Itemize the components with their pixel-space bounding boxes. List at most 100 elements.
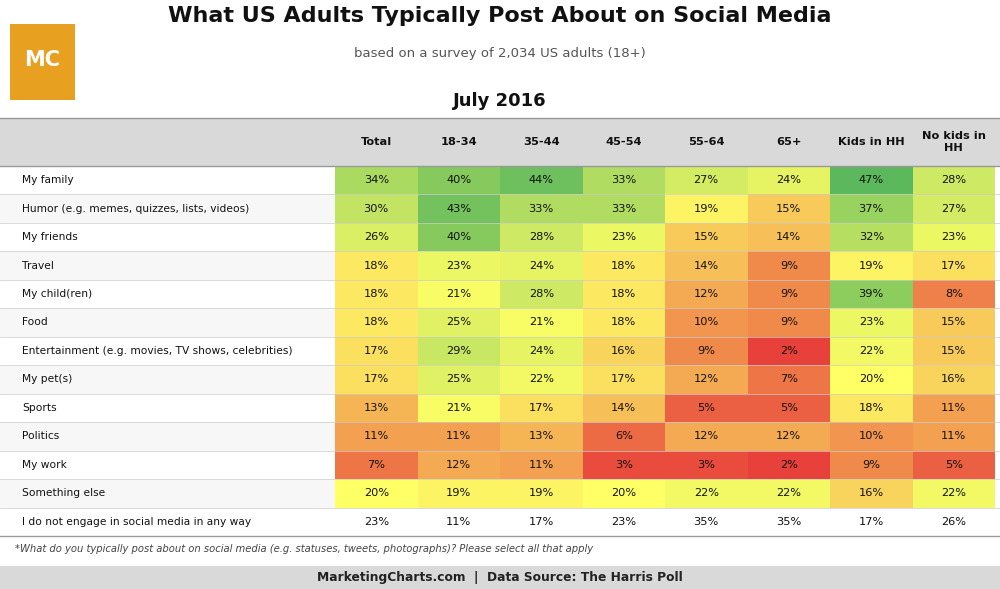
- Bar: [748, 508, 830, 536]
- Text: My child(ren): My child(ren): [22, 289, 92, 299]
- Bar: [0, 393, 335, 422]
- Text: My family: My family: [22, 175, 74, 185]
- Text: No kids in
HH: No kids in HH: [922, 131, 986, 153]
- Text: I do not engage in social media in any way: I do not engage in social media in any w…: [22, 517, 251, 527]
- Text: 10%: 10%: [859, 431, 884, 441]
- Bar: [418, 194, 500, 223]
- Bar: [335, 194, 418, 223]
- Text: 11%: 11%: [941, 431, 966, 441]
- Bar: [830, 393, 913, 422]
- Bar: [748, 337, 830, 365]
- Text: My work: My work: [22, 460, 67, 470]
- Bar: [665, 422, 748, 451]
- Text: 28%: 28%: [529, 232, 554, 242]
- Text: 40%: 40%: [446, 232, 471, 242]
- Bar: [582, 365, 665, 393]
- Text: 32%: 32%: [859, 232, 884, 242]
- Text: Politics: Politics: [22, 431, 59, 441]
- Bar: [500, 252, 582, 280]
- Bar: [335, 166, 418, 194]
- Bar: [665, 393, 748, 422]
- Bar: [418, 393, 500, 422]
- Bar: [748, 252, 830, 280]
- Text: 22%: 22%: [859, 346, 884, 356]
- Bar: [335, 479, 418, 508]
- Text: 28%: 28%: [941, 175, 966, 185]
- Bar: [830, 451, 913, 479]
- Bar: [913, 422, 995, 451]
- Bar: [748, 422, 830, 451]
- Bar: [665, 308, 748, 337]
- Bar: [418, 223, 500, 252]
- Bar: [913, 194, 995, 223]
- Text: 11%: 11%: [941, 403, 966, 413]
- Text: 9%: 9%: [697, 346, 715, 356]
- Text: 27%: 27%: [694, 175, 719, 185]
- Text: 25%: 25%: [446, 317, 471, 327]
- Bar: [913, 393, 995, 422]
- Bar: [582, 194, 665, 223]
- Text: 18%: 18%: [364, 260, 389, 270]
- Text: 19%: 19%: [859, 260, 884, 270]
- Text: 5%: 5%: [945, 460, 963, 470]
- Text: 15%: 15%: [694, 232, 719, 242]
- Text: 19%: 19%: [446, 488, 471, 498]
- Text: 20%: 20%: [611, 488, 636, 498]
- Bar: [418, 280, 500, 308]
- Bar: [335, 223, 418, 252]
- Text: 16%: 16%: [859, 488, 884, 498]
- Bar: [830, 308, 913, 337]
- Bar: [418, 337, 500, 365]
- Text: 11%: 11%: [364, 431, 389, 441]
- Text: 26%: 26%: [364, 232, 389, 242]
- Text: 2%: 2%: [780, 460, 798, 470]
- Text: 24%: 24%: [776, 175, 801, 185]
- Text: 18%: 18%: [859, 403, 884, 413]
- Text: My friends: My friends: [22, 232, 78, 242]
- Text: 14%: 14%: [694, 260, 719, 270]
- Bar: [500, 308, 582, 337]
- Text: 27%: 27%: [941, 204, 966, 214]
- Text: 22%: 22%: [529, 375, 554, 385]
- Bar: [500, 508, 582, 536]
- Bar: [913, 337, 995, 365]
- Bar: [0, 565, 1000, 589]
- Bar: [582, 166, 665, 194]
- Text: Sports: Sports: [22, 403, 57, 413]
- Bar: [913, 365, 995, 393]
- Text: 23%: 23%: [859, 317, 884, 327]
- Bar: [582, 223, 665, 252]
- Bar: [500, 393, 582, 422]
- Text: 24%: 24%: [529, 260, 554, 270]
- Text: 40%: 40%: [446, 175, 471, 185]
- Text: 28%: 28%: [529, 289, 554, 299]
- Text: 26%: 26%: [941, 517, 966, 527]
- Bar: [418, 422, 500, 451]
- Bar: [500, 337, 582, 365]
- Text: 13%: 13%: [529, 431, 554, 441]
- Text: 20%: 20%: [364, 488, 389, 498]
- Bar: [0, 508, 335, 536]
- Bar: [830, 508, 913, 536]
- Text: 15%: 15%: [941, 346, 966, 356]
- Bar: [335, 365, 418, 393]
- Bar: [582, 508, 665, 536]
- Bar: [830, 337, 913, 365]
- Text: 45-54: 45-54: [606, 137, 642, 147]
- Bar: [913, 451, 995, 479]
- Text: 13%: 13%: [364, 403, 389, 413]
- Text: *What do you typically post about on social media (e.g. statuses, tweets, photog: *What do you typically post about on soc…: [15, 544, 593, 554]
- Text: 22%: 22%: [941, 488, 966, 498]
- Bar: [830, 422, 913, 451]
- Bar: [335, 308, 418, 337]
- Bar: [830, 252, 913, 280]
- Bar: [582, 393, 665, 422]
- Bar: [665, 194, 748, 223]
- Text: based on a survey of 2,034 US adults (18+): based on a survey of 2,034 US adults (18…: [354, 47, 646, 60]
- Text: 29%: 29%: [446, 346, 471, 356]
- Text: 20%: 20%: [859, 375, 884, 385]
- Bar: [0, 252, 335, 280]
- Bar: [748, 479, 830, 508]
- Bar: [913, 223, 995, 252]
- Text: 9%: 9%: [780, 317, 798, 327]
